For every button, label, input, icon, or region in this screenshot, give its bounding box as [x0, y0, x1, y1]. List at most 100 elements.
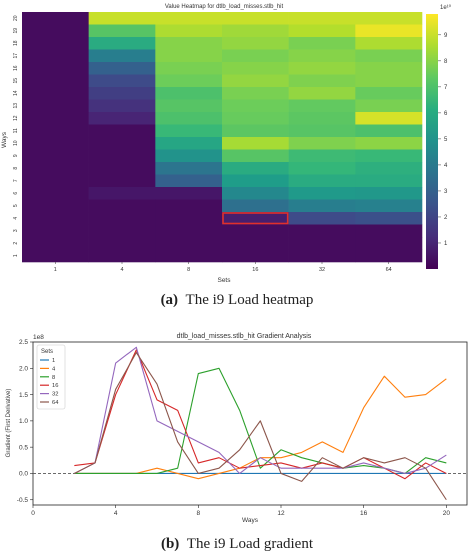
- line-title: dtlb_load_misses.stlb_hit Gradient Analy…: [177, 333, 312, 340]
- heatmap-cell: [288, 87, 356, 100]
- heatmap-cell: [355, 12, 423, 25]
- legend-title: Sets: [41, 349, 53, 355]
- heatmap-cell: [88, 149, 156, 163]
- heatmap-y-tick-label: 8: [13, 167, 19, 170]
- heatmap-cell: [88, 12, 156, 25]
- heatmap-cell: [22, 62, 89, 75]
- colorbar-tick-label: 2: [444, 215, 448, 221]
- heatmap-cell: [155, 87, 223, 100]
- heatmap-cell: [155, 37, 223, 50]
- colorbar-ticks: 1 2 3 4 5 6 7 8 9: [438, 33, 448, 247]
- heatmap-cell: [355, 149, 423, 163]
- heatmap-cell: [88, 24, 156, 38]
- heatmap-cell: [155, 187, 223, 200]
- heatmap-cell: [155, 149, 223, 163]
- legend-label-8: 8: [52, 375, 55, 381]
- heatmap-cell: [355, 74, 423, 88]
- heatmap-cell: [288, 74, 356, 88]
- heatmap-y-tick-label: 12: [13, 115, 19, 121]
- heatmap-cell: [288, 187, 356, 200]
- caption-b: (b) The i9 Load gradient: [161, 536, 314, 552]
- heatmap-cell: [22, 137, 89, 150]
- heatmap-cell: [288, 99, 356, 113]
- heatmap-cell: [355, 37, 423, 50]
- series-line-4: [74, 375, 447, 480]
- heatmap-cell: [155, 249, 223, 263]
- heatmap-cell: [22, 212, 89, 225]
- heatmap-cell: [288, 237, 356, 250]
- svg-text:(a) The i9 Load heatmap: (a) The i9 Load heatmap: [161, 292, 314, 308]
- heatmap-cell: [88, 124, 156, 138]
- heatmap-cell: [288, 224, 356, 238]
- heatmap-cell: [222, 187, 289, 200]
- heatmap-cell: [155, 237, 223, 250]
- heatmap-x-tick-label: 32: [319, 267, 325, 273]
- heatmap-cell: [155, 224, 223, 238]
- heatmap-cell: [355, 199, 423, 213]
- heatmap-y-tick-label: 7: [13, 179, 19, 182]
- heatmap-cell: [288, 49, 356, 63]
- heatmap-cell: [355, 162, 423, 175]
- heatmap-y-tick-label: 9: [13, 154, 19, 157]
- heatmap-cell: [155, 12, 223, 25]
- heatmap-cell: [288, 112, 356, 125]
- colorbar-tick-label: 1: [444, 241, 448, 247]
- heatmap-cell: [222, 87, 289, 100]
- heatmap-x-tick-label: 4: [120, 267, 123, 273]
- heatmap-highlight-box: [222, 212, 289, 225]
- line-y-tick-label: 1.5: [19, 392, 28, 399]
- heatmap-cell: [88, 249, 156, 263]
- heatmap-y-tick-label: 16: [13, 65, 19, 71]
- heatmap-cell: [88, 87, 156, 100]
- heatmap-cell: [155, 174, 223, 188]
- heatmap-cell: [222, 12, 289, 25]
- heatmap-cell: [22, 199, 89, 213]
- line-legend: Sets 1 4 8 16 32 64: [36, 344, 66, 410]
- line-y-tick-label: 0.5: [19, 444, 28, 451]
- heatmap-cell: [88, 37, 156, 50]
- heatmap-title: Value Heatmap for dtlb_load_misses.stlb_…: [165, 4, 284, 10]
- heatmap-y-tick-label: 18: [13, 40, 19, 46]
- heatmap-cell: [222, 62, 289, 75]
- heatmap-cell: [355, 137, 423, 150]
- heatmap-cell: [155, 137, 223, 150]
- line-x-label: Ways: [242, 517, 259, 524]
- heatmap-y-tick-label: 13: [13, 103, 19, 109]
- heatmap-cell: [155, 199, 223, 213]
- heatmap-cell: [288, 162, 356, 175]
- heatmap-cell: [288, 212, 356, 225]
- heatmap-cell: [22, 24, 89, 38]
- heatmap-cell: [155, 62, 223, 75]
- heatmap-cell: [155, 162, 223, 175]
- heatmap-cell: [222, 124, 289, 138]
- heatmap-cell: [288, 137, 356, 150]
- heatmap-cell: [88, 199, 156, 213]
- heatmap-cell: [22, 149, 89, 163]
- heatmap-x-tick-label: 1: [54, 267, 57, 273]
- heatmap-cell: [288, 149, 356, 163]
- legend-label-1: 1: [52, 358, 55, 364]
- heatmap-cell: [355, 87, 423, 100]
- heatmap-y-tick-label: 10: [13, 140, 19, 146]
- heatmap-cell: [355, 124, 423, 138]
- line-y-exponent: 1e8: [33, 334, 44, 341]
- heatmap-cell: [155, 212, 223, 225]
- heatmap-cell: [88, 137, 156, 150]
- heatmap-x-tick-label: 16: [252, 267, 258, 273]
- heatmap-cell: [155, 74, 223, 88]
- line-y-tick-label: 0.0: [19, 471, 28, 478]
- heatmap-y-tick-label: 17: [13, 53, 19, 59]
- line-x-tick-label: 16: [360, 510, 368, 517]
- heatmap-cell: [222, 49, 289, 63]
- heatmap-cell: [288, 12, 356, 25]
- heatmap-cell: [155, 124, 223, 138]
- heatmap-cell: [222, 149, 289, 163]
- line-y-tick-label: 2.5: [19, 339, 28, 346]
- legend-label-16: 16: [52, 383, 58, 389]
- heatmap-cell: [288, 24, 356, 38]
- svg-text:(b) The i9 Load gradient: (b) The i9 Load gradient: [161, 536, 314, 552]
- line-y-tick-label: 2.0: [19, 365, 28, 372]
- colorbar-tick-label: 7: [444, 85, 448, 91]
- heatmap-cell: [222, 137, 289, 150]
